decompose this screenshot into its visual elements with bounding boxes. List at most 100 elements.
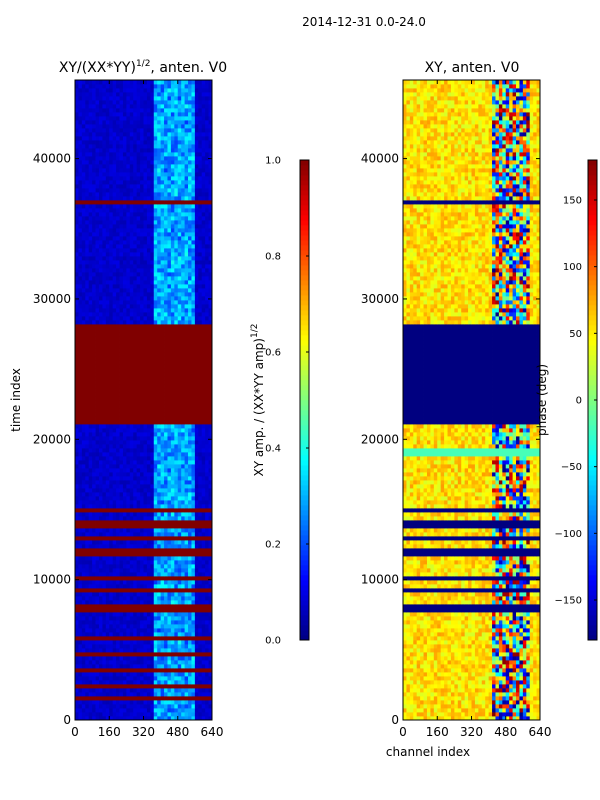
heatmap-cell xyxy=(170,288,175,293)
heatmap-cell xyxy=(198,628,203,633)
heatmap-cell xyxy=(95,716,100,721)
heatmap-cell xyxy=(164,388,168,393)
heatmap-cell xyxy=(153,348,158,353)
heatmap-cell xyxy=(198,612,203,617)
heatmap-cell xyxy=(177,256,182,261)
heatmap-cell xyxy=(174,500,179,505)
heatmap-cell xyxy=(198,644,203,649)
heatmap-cell xyxy=(136,596,141,601)
heatmap-cell xyxy=(153,608,158,613)
heatmap-cell xyxy=(85,452,90,457)
heatmap-cell xyxy=(81,532,86,537)
heatmap-cell xyxy=(129,304,134,309)
heatmap-cell xyxy=(112,536,117,541)
heatmap-cell xyxy=(201,380,206,385)
heatmap-cell xyxy=(98,300,103,305)
heatmap-cell xyxy=(98,596,103,601)
heatmap-cell xyxy=(150,656,155,661)
heatmap-cell xyxy=(188,228,192,233)
heatmap-cell xyxy=(143,256,148,261)
heatmap-cell xyxy=(150,504,155,509)
heatmap-cell xyxy=(95,384,100,389)
heatmap-cell xyxy=(95,592,100,597)
heatmap-cell xyxy=(119,512,124,517)
heatmap-cell xyxy=(75,224,79,229)
heatmap-cell xyxy=(85,708,90,713)
heatmap-cell xyxy=(81,396,86,401)
heatmap-cell xyxy=(188,624,192,629)
heatmap-cell xyxy=(164,356,168,361)
heatmap-cell xyxy=(174,344,179,349)
heatmap-cell xyxy=(181,628,185,633)
heatmap-cell xyxy=(181,580,185,585)
heatmap-cell xyxy=(170,588,175,593)
heatmap-cell xyxy=(112,664,117,669)
heatmap-cell xyxy=(136,560,141,565)
heatmap-cell xyxy=(194,280,199,285)
heatmap-cell xyxy=(85,256,90,261)
heatmap-cell xyxy=(174,320,179,325)
heatmap-cell xyxy=(126,688,131,693)
heatmap-cell xyxy=(116,468,120,473)
heatmap-cell xyxy=(109,348,114,353)
heatmap-cell xyxy=(150,644,155,649)
heatmap-cell xyxy=(112,364,117,369)
heatmap-cell xyxy=(150,692,155,697)
heatmap-cell xyxy=(75,624,79,629)
heatmap-cell xyxy=(146,480,151,485)
heatmap-cell xyxy=(181,680,185,685)
heatmap-cell xyxy=(208,276,213,281)
heatmap-cell xyxy=(75,660,79,665)
heatmap-cell xyxy=(143,648,148,653)
heatmap-cell xyxy=(116,640,120,645)
heatmap-cell xyxy=(184,332,189,337)
heatmap-cell xyxy=(140,460,144,465)
heatmap-cell xyxy=(95,300,100,305)
heatmap-cell xyxy=(85,652,90,657)
heatmap-cell xyxy=(157,496,162,501)
heatmap-cell xyxy=(201,652,206,657)
heatmap-cell xyxy=(146,232,151,237)
heatmap-cell xyxy=(191,656,196,661)
heatmap-cell xyxy=(184,460,189,465)
heatmap-cell xyxy=(136,580,141,585)
heatmap-cell xyxy=(160,616,165,621)
heatmap-cell xyxy=(201,320,206,325)
heatmap-cell xyxy=(133,672,138,677)
heatmap-cell xyxy=(81,336,86,341)
heatmap-cell xyxy=(126,436,131,441)
heatmap-cell xyxy=(92,696,96,701)
heatmap-cell xyxy=(88,280,93,285)
heatmap-cell xyxy=(191,588,196,593)
heatmap-cell xyxy=(140,568,144,573)
heatmap-cell xyxy=(116,356,120,361)
heatmap-cell xyxy=(194,708,199,713)
heatmap-cell xyxy=(105,396,110,401)
heatmap-cell xyxy=(119,664,124,669)
heatmap-cell xyxy=(122,600,127,605)
heatmap-cell xyxy=(102,548,107,553)
heatmap-cell xyxy=(75,708,79,713)
heatmap-cell xyxy=(188,264,192,269)
heatmap-cell xyxy=(95,552,100,557)
heatmap-cell xyxy=(126,532,131,537)
heatmap-cell xyxy=(164,432,168,437)
heatmap-cell xyxy=(116,644,120,649)
heatmap-cell xyxy=(136,348,141,353)
heatmap-cell xyxy=(174,520,179,525)
heatmap-cell xyxy=(98,284,103,289)
heatmap-cell xyxy=(177,608,182,613)
heatmap-cell xyxy=(167,548,172,553)
heatmap-cell xyxy=(81,444,86,449)
heatmap-cell xyxy=(95,488,100,493)
heatmap-cell xyxy=(129,472,134,477)
heatmap-cell xyxy=(136,652,141,657)
heatmap-cell xyxy=(153,488,158,493)
heatmap-cell xyxy=(109,524,114,529)
heatmap-cell xyxy=(177,624,182,629)
heatmap-cell xyxy=(88,592,93,597)
heatmap-cell xyxy=(181,300,185,305)
heatmap-cell xyxy=(205,276,209,281)
heatmap-cell xyxy=(157,240,162,245)
heatmap-cell xyxy=(116,420,120,425)
